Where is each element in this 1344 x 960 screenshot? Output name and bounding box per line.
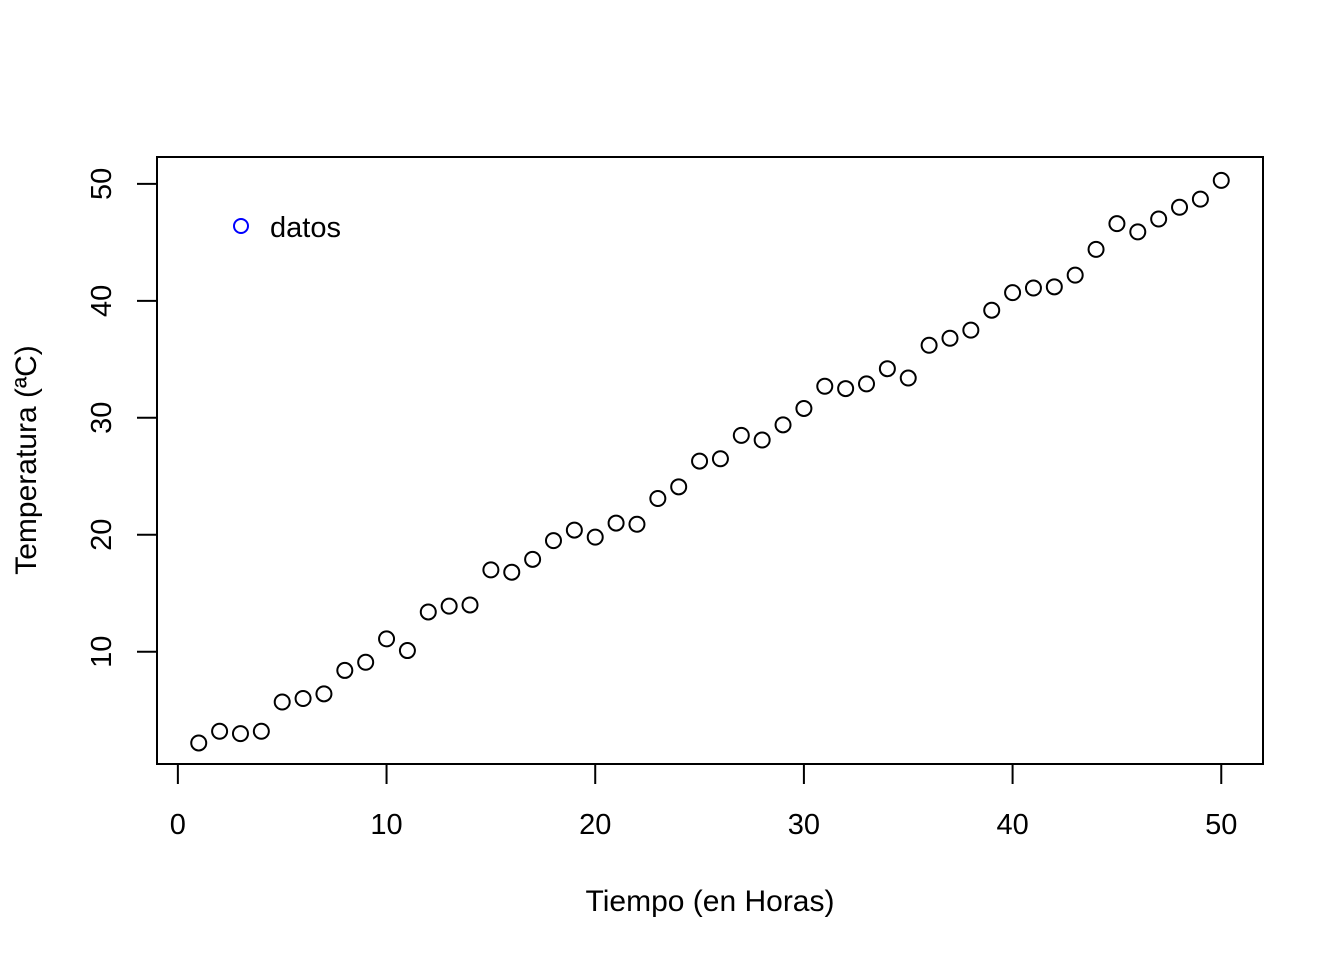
data-point — [1129, 223, 1147, 241]
legend-marker — [233, 218, 249, 234]
data-point — [691, 452, 709, 470]
y-tick-label: 40 — [86, 285, 118, 317]
data-point — [357, 653, 375, 671]
data-point — [878, 360, 896, 378]
data-point — [1150, 210, 1168, 228]
data-point — [211, 722, 229, 740]
data-point — [398, 642, 416, 660]
y-tick-label: 20 — [86, 519, 118, 551]
data-point — [711, 450, 729, 468]
data-point — [1191, 190, 1209, 208]
data-point — [503, 563, 521, 581]
data-point — [524, 550, 542, 568]
data-point — [795, 399, 813, 417]
data-point — [837, 380, 855, 398]
data-points — [190, 171, 1230, 752]
y-tick-label: 10 — [86, 636, 118, 668]
data-point — [1108, 215, 1126, 233]
data-point — [1087, 240, 1105, 258]
data-point — [294, 690, 312, 708]
data-point — [941, 329, 959, 347]
data-point — [1171, 198, 1189, 216]
data-point — [461, 596, 479, 614]
data-point — [858, 375, 876, 393]
data-point — [378, 630, 396, 648]
legend-label: datos — [270, 212, 341, 244]
x-axis-title: Tiempo (en Horas) — [586, 885, 835, 918]
data-point — [440, 597, 458, 615]
data-point — [544, 532, 562, 550]
y-axis-title: Temperatura (ªC) — [10, 345, 43, 575]
data-point — [252, 722, 270, 740]
data-point — [628, 515, 646, 533]
data-point — [753, 431, 771, 449]
x-tick-label: 0 — [170, 809, 186, 841]
x-tick-label: 10 — [370, 809, 402, 841]
legend: datos — [233, 212, 341, 244]
data-point — [231, 725, 249, 743]
x-tick-label: 50 — [1205, 809, 1237, 841]
data-point — [1212, 171, 1230, 189]
data-point — [732, 426, 750, 444]
data-point — [315, 685, 333, 703]
data-point — [565, 521, 583, 539]
data-point — [607, 514, 625, 532]
x-axis: 0 10 20 30 40 50 — [170, 763, 1237, 841]
data-point — [336, 661, 354, 679]
data-point — [816, 377, 834, 395]
x-tick-label: 30 — [788, 809, 820, 841]
data-point — [962, 321, 980, 339]
y-tick-label: 50 — [86, 168, 118, 200]
data-point — [920, 336, 938, 354]
data-point — [419, 603, 437, 621]
data-point — [1045, 278, 1063, 296]
data-point — [774, 416, 792, 434]
data-point — [649, 490, 667, 508]
y-axis: 10 20 30 40 50 — [86, 168, 158, 668]
data-point — [1024, 279, 1042, 297]
plot-frame — [156, 156, 1264, 765]
data-point — [482, 561, 500, 579]
x-tick-label: 40 — [996, 809, 1028, 841]
data-point — [1004, 284, 1022, 302]
y-tick-label: 30 — [86, 402, 118, 434]
data-point — [983, 301, 1001, 319]
data-point — [670, 478, 688, 496]
data-point — [190, 734, 208, 752]
data-point — [586, 528, 604, 546]
data-point — [899, 369, 917, 387]
data-point — [1066, 266, 1084, 284]
data-point — [273, 693, 291, 711]
x-tick-label: 20 — [579, 809, 611, 841]
